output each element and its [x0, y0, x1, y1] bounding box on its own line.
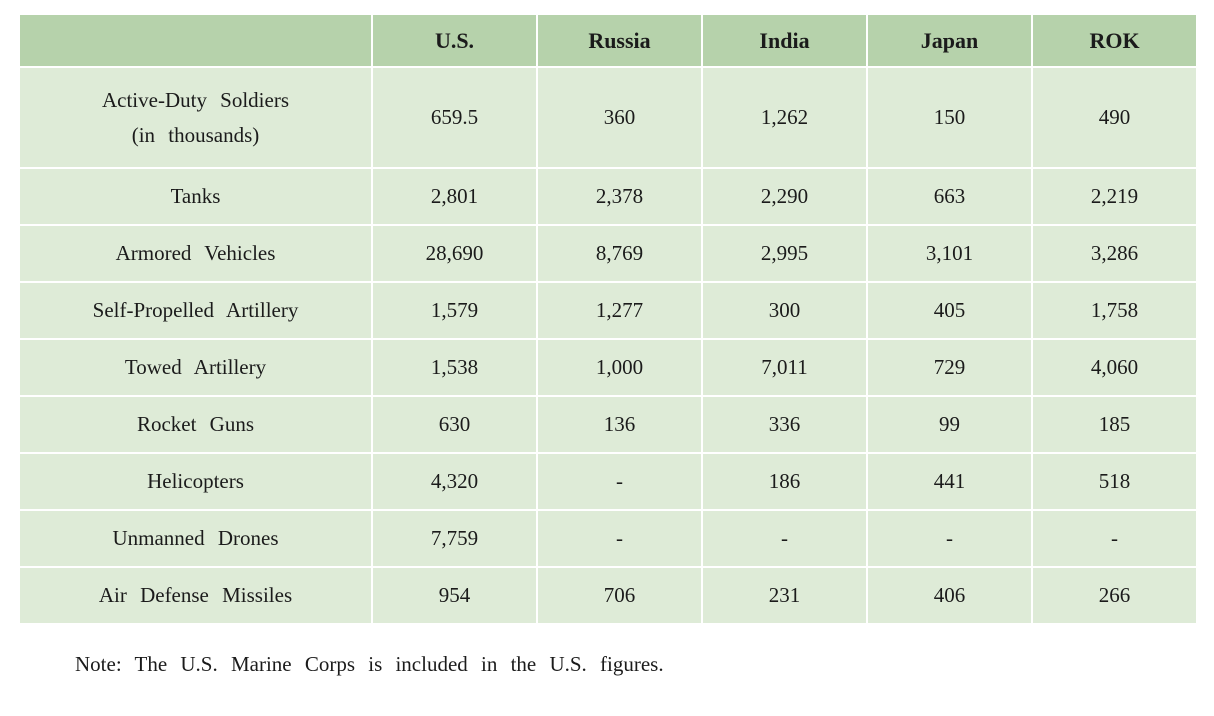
value-cell: 1,000 [538, 340, 701, 395]
value-cell: - [538, 454, 701, 509]
value-cell: 186 [703, 454, 866, 509]
value-cell: 300 [703, 283, 866, 338]
column-header-russia: Russia [538, 15, 701, 66]
value-cell: 1,758 [1033, 283, 1196, 338]
value-cell: 2,219 [1033, 169, 1196, 224]
value-cell: 518 [1033, 454, 1196, 509]
table-row: Unmanned Drones 7,759- - - - [20, 511, 1196, 566]
military-comparison-table: U.S. Russia India Japan ROK Active-Duty Sold… [18, 13, 1198, 625]
table-body: Active-Duty Soldiers (in thousands) 659.5 3… [20, 68, 1196, 623]
row-label: Helicopters [20, 454, 371, 509]
column-header-japan: Japan [868, 15, 1031, 66]
value-cell: 706 [538, 568, 701, 623]
value-cell: 3,101 [868, 226, 1031, 281]
value-cell: 2,290 [703, 169, 866, 224]
value-cell: 4,060 [1033, 340, 1196, 395]
value-cell: 231 [703, 568, 866, 623]
table-row: Armored Vehicles 28,690 8,769 2,995 3,101 3,2… [20, 226, 1196, 281]
value-cell: 7,759 [373, 511, 536, 566]
table-row: Active-Duty Soldiers (in thousands) 659.5 3… [20, 68, 1196, 167]
value-cell: 266 [1033, 568, 1196, 623]
header-row: U.S. Russia India Japan ROK [20, 15, 1196, 66]
value-cell: 663 [868, 169, 1031, 224]
value-cell: 1,277 [538, 283, 701, 338]
value-cell: 1,262 [703, 68, 866, 167]
table-row: Rocket Guns 630 136 336 99 185 [20, 397, 1196, 452]
row-label: Unmanned Drones [20, 511, 371, 566]
row-label: Active-Duty Soldiers (in thousands) [20, 68, 371, 167]
value-cell: 7,011 [703, 340, 866, 395]
value-cell: 659.5 [373, 68, 536, 167]
column-header-india: India [703, 15, 866, 66]
column-header-us: U.S. [373, 15, 536, 66]
value-cell: 336 [703, 397, 866, 452]
value-cell: 185 [1033, 397, 1196, 452]
table-row: Helicopters 4,320-186 441 518 [20, 454, 1196, 509]
table-row: Towed Artillery 1,538 1,000 7,011 729 4,060 [20, 340, 1196, 395]
value-cell: 4,320 [373, 454, 536, 509]
corner-cell [20, 15, 371, 66]
value-cell: 28,690 [373, 226, 536, 281]
table-row: Air Defense Missiles 954 706 231 406 266 [20, 568, 1196, 623]
value-cell: 406 [868, 568, 1031, 623]
table-note: Note: The U.S. Marine Corps is included … [75, 652, 664, 676]
table-row: Tanks 2,801 2,378 2,290 663 2,219 [20, 169, 1196, 224]
value-cell: 405 [868, 283, 1031, 338]
value-cell: 2,995 [703, 226, 866, 281]
row-label: Towed Artillery [20, 340, 371, 395]
column-header-rok: ROK [1033, 15, 1196, 66]
value-cell: - [703, 511, 866, 566]
table-header: U.S. Russia India Japan ROK [20, 15, 1196, 66]
value-cell: 490 [1033, 68, 1196, 167]
value-cell: 1,579 [373, 283, 536, 338]
value-cell: 150 [868, 68, 1031, 167]
value-cell: - [538, 511, 701, 566]
row-label: Armored Vehicles [20, 226, 371, 281]
value-cell: - [868, 511, 1031, 566]
value-cell: 954 [373, 568, 536, 623]
value-cell: 2,378 [538, 169, 701, 224]
value-cell: 360 [538, 68, 701, 167]
value-cell: 2,801 [373, 169, 536, 224]
value-cell: 441 [868, 454, 1031, 509]
value-cell: 1,538 [373, 340, 536, 395]
table-row: Self-Propelled Artillery 1,579 1,277 300 405… [20, 283, 1196, 338]
row-label: Self-Propelled Artillery [20, 283, 371, 338]
value-cell: 8,769 [538, 226, 701, 281]
value-cell: 630 [373, 397, 536, 452]
value-cell: 136 [538, 397, 701, 452]
row-label: Air Defense Missiles [20, 568, 371, 623]
value-cell: - [1033, 511, 1196, 566]
value-cell: 3,286 [1033, 226, 1196, 281]
row-label: Tanks [20, 169, 371, 224]
page: U.S. Russia India Japan ROK Active-Duty Sold… [18, 13, 1198, 676]
row-label: Rocket Guns [20, 397, 371, 452]
value-cell: 99 [868, 397, 1031, 452]
value-cell: 729 [868, 340, 1031, 395]
